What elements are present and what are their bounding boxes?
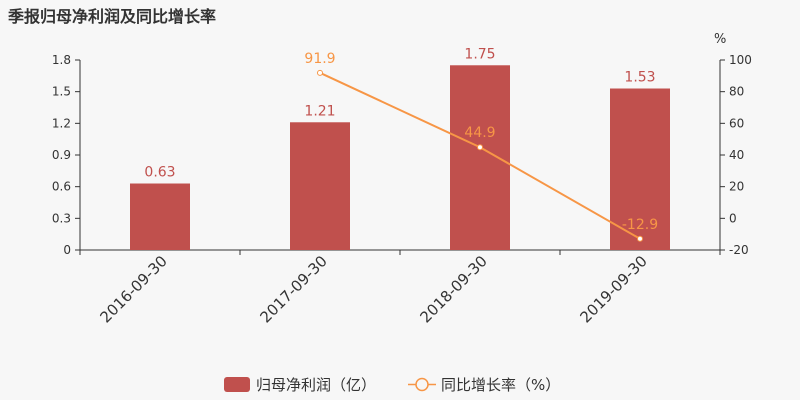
line-value-label: 91.9	[304, 51, 335, 67]
bar	[290, 122, 350, 250]
category-label: 2018-09-30	[416, 252, 490, 326]
left-tick-labels: 0 0.3 0.6 0.9 1.2 1.5 1.8	[52, 53, 80, 257]
category-label: 2016-09-30	[96, 252, 170, 326]
category-label: 2019-09-30	[576, 252, 650, 326]
bar-series: 0.63 1.21 1.75 1.53	[130, 46, 670, 251]
bar	[450, 65, 510, 251]
category-labels: 2016-09-30 2017-09-30 2018-09-30 2019-09-30	[79, 250, 721, 326]
right-tick-label: 80	[729, 85, 744, 99]
right-tick-label: 100	[729, 53, 752, 67]
right-tick-label: 0	[729, 211, 737, 225]
line-point	[317, 69, 323, 76]
bar	[610, 88, 670, 250]
legend-bar-label: 归母净利润（亿）	[256, 376, 376, 394]
left-tick-label: 1.2	[52, 116, 71, 130]
left-tick-label: 0.6	[52, 180, 71, 194]
left-tick-label: 0.9	[52, 148, 71, 162]
legend-line-marker	[415, 377, 429, 392]
line-value-label: -12.9	[622, 217, 658, 233]
bar-value-label: 1.53	[624, 70, 655, 86]
bar-value-label: 1.21	[304, 103, 335, 119]
left-tick-label: 0.3	[52, 211, 71, 225]
category-label: 2017-09-30	[256, 252, 330, 326]
left-tick-label: 1.5	[52, 85, 71, 99]
right-tick-label: -20	[729, 243, 749, 257]
line-series: 91.9 44.9 -12.9	[304, 51, 658, 242]
right-tick-labels: -20 0 20 40 60 80 100	[720, 53, 752, 257]
chart-title: 季报归母净利润及同比增长率	[8, 7, 217, 26]
bar	[130, 183, 190, 250]
left-tick-label: 0	[63, 243, 71, 257]
line-value-label: 44.9	[464, 125, 495, 141]
right-tick-label: 20	[729, 180, 744, 194]
bar-value-label: 1.75	[464, 46, 495, 62]
line-point	[477, 144, 483, 151]
legend: 归母净利润（亿） 同比增长率（%）	[224, 376, 560, 394]
legend-line-label: 同比增长率（%）	[441, 376, 560, 394]
right-tick-label: 60	[729, 116, 744, 130]
right-axis-unit: %	[714, 32, 726, 47]
bar-value-label: 0.63	[144, 165, 175, 181]
line-point	[637, 235, 643, 242]
right-tick-label: 40	[729, 148, 744, 162]
left-tick-label: 1.8	[52, 53, 71, 67]
legend-bar-swatch	[224, 377, 250, 392]
